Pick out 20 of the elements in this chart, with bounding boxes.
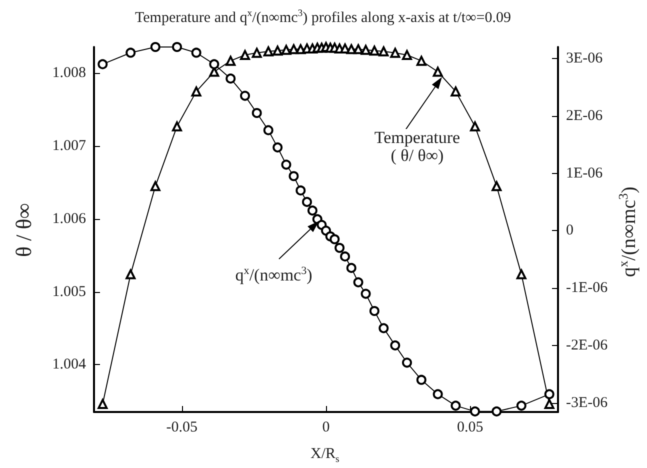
y-tick-label: 1.008 (52, 65, 86, 82)
y2-tick-label: 2E-06 (566, 108, 604, 124)
x-tick-label: 0 (322, 420, 330, 436)
y-axis-title: θ / θ∞ (10, 203, 37, 257)
y-tick-label: 1.006 (52, 210, 86, 227)
annotation: q$^{x}$/(n∞mc$^{3}$) (235, 264, 312, 284)
y2-tick-label: 0 (566, 222, 574, 239)
x-axis-title: X/R$_{s}$ (310, 446, 340, 464)
annotation: Temperature ( θ/ θ∞) (374, 128, 460, 165)
y-tick-label: 1.005 (52, 284, 86, 300)
y-tick-label: 1.004 (52, 356, 86, 373)
y2-tick-label: -2E-06 (566, 337, 608, 354)
x-tick-label: 0.05 (456, 420, 484, 436)
y-tick-label: 1.007 (52, 138, 86, 154)
y2-tick-label: -3E-06 (566, 394, 608, 411)
y2-tick-label: 3E-06 (566, 50, 604, 66)
y2-tick-label: 1E-06 (566, 165, 604, 182)
chart-title: Temperature and q$^{x}$/(n∞mc$^{3}$) profiles along x-axis at t/t∞=0.09 (135, 8, 511, 26)
y2-tick-label: -1E-06 (566, 280, 608, 296)
x-tick-label: -0.05 (166, 420, 198, 436)
